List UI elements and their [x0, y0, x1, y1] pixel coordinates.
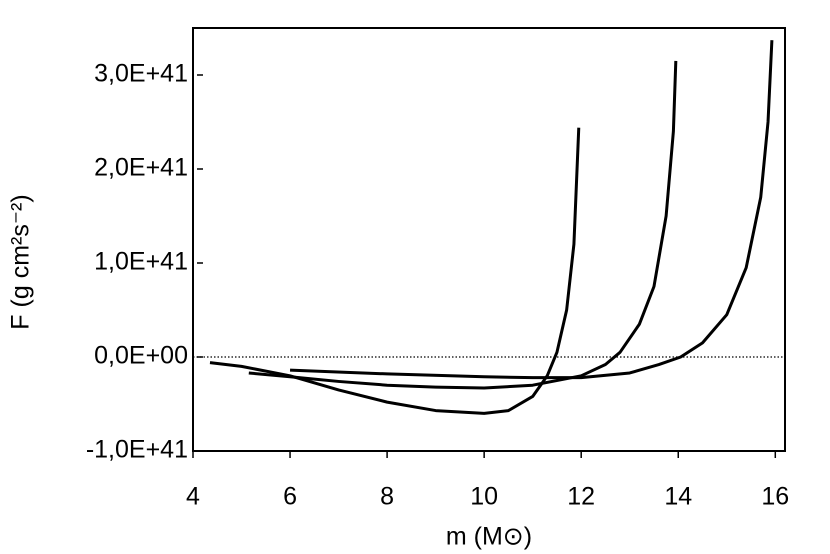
y-tick-label: 0,0E+00	[94, 342, 188, 370]
series-line	[209, 127, 581, 415]
series-line	[248, 60, 678, 390]
y-tick-label: -1,0E+41	[86, 436, 188, 464]
x-tick-label: 4	[186, 483, 200, 511]
y-tick-label: 3,0E+41	[94, 60, 188, 88]
x-tick-label: 16	[761, 483, 789, 511]
x-tick-label: 10	[470, 483, 498, 511]
x-tick-label: 6	[283, 483, 297, 511]
plot-frame	[192, 27, 786, 452]
x-tick-label: 14	[664, 483, 692, 511]
x-tick-label: 8	[380, 483, 394, 511]
x-tick-label: 12	[567, 483, 595, 511]
y-axis-label: F (g cm²s⁻²)	[7, 194, 35, 329]
x-axis-label: m (M⊙)	[446, 523, 532, 551]
y-tick-label: 2,0E+41	[94, 154, 188, 182]
series-line	[289, 40, 774, 380]
y-tick-label: 1,0E+41	[94, 248, 188, 276]
